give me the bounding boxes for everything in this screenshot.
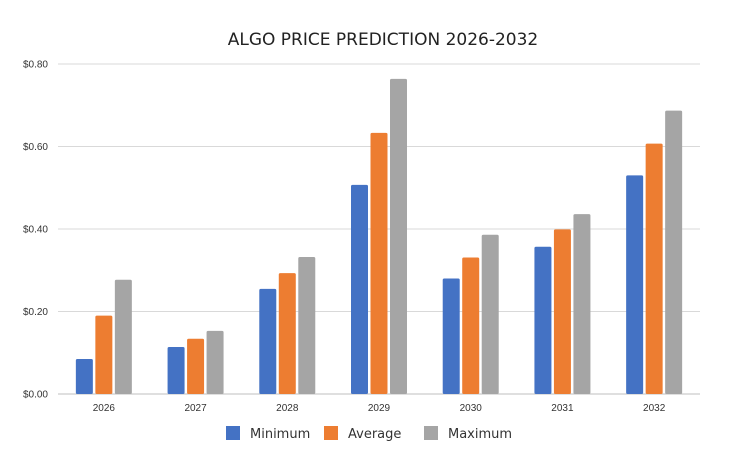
bar-average-2030: [462, 257, 480, 394]
legend-swatch-maximum: [424, 426, 438, 440]
legend: Minimum Average Maximum: [226, 426, 512, 442]
x-axis-ticks: 2026 2027 2028 2029 2030 2031 2032: [93, 403, 666, 414]
x-tick-label: 2026: [93, 403, 116, 414]
y-tick-label: $0.60: [23, 142, 48, 153]
bars: [75, 78, 683, 395]
bar-average-2029: [370, 132, 388, 394]
bar-minimum-2031: [534, 246, 552, 394]
bar-average-2027: [187, 338, 205, 394]
bar-minimum-2029: [351, 184, 368, 394]
bar-maximum-2028: [298, 257, 316, 394]
x-tick-label: 2029: [368, 403, 391, 414]
x-tick-label: 2031: [551, 403, 574, 414]
bar-minimum-2028: [259, 288, 277, 394]
legend-label-minimum: Minimum: [250, 427, 310, 442]
y-tick-label: $0.80: [23, 60, 48, 71]
bar-maximum-2026: [114, 279, 132, 394]
bar-maximum-2029: [390, 78, 407, 394]
bar-minimum-2030: [442, 278, 460, 394]
chart-title: ALGO PRICE PREDICTION 2026-2032: [228, 30, 539, 50]
bar-minimum-2032: [626, 175, 644, 394]
y-tick-label: $0.40: [23, 225, 48, 236]
legend-swatch-minimum: [226, 426, 240, 440]
x-tick-label: 2028: [276, 403, 299, 414]
bar-average-2032: [645, 143, 663, 394]
legend-label-maximum: Maximum: [448, 427, 512, 442]
y-tick-label: $0.20: [23, 307, 48, 318]
y-axis-ticks: $0.00 $0.20 $0.40 $0.60 $0.80: [23, 60, 48, 401]
bar-maximum-2031: [573, 214, 591, 394]
y-tick-label: $0.00: [23, 390, 48, 401]
x-tick-label: 2030: [460, 403, 483, 414]
bar-average-2026: [95, 315, 113, 394]
bar-average-2031: [553, 229, 571, 394]
legend-label-average: Average: [348, 427, 401, 442]
bar-minimum-2027: [167, 346, 185, 394]
bar-maximum-2030: [481, 234, 499, 394]
bar-maximum-2027: [206, 330, 224, 394]
bar-minimum-2026: [75, 358, 93, 394]
bar-maximum-2032: [665, 110, 683, 395]
x-tick-label: 2032: [643, 403, 666, 414]
legend-swatch-average: [324, 426, 338, 440]
bar-average-2028: [278, 273, 296, 394]
x-tick-label: 2027: [184, 403, 207, 414]
